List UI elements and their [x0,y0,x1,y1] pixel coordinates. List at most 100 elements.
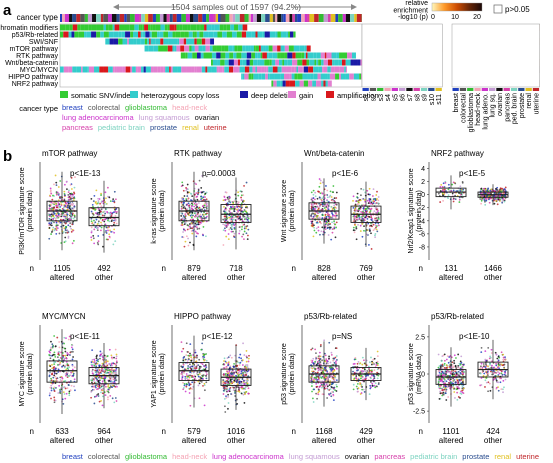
data-point [53,363,56,366]
data-point [67,353,70,356]
data-point [336,367,338,370]
y-tick-label: 0 [421,372,425,379]
data-point [370,207,373,210]
y-tick-label: -2 [419,205,425,212]
cancer-type-stripe-segment [139,14,142,22]
data-point [63,183,66,186]
alteration-cell [298,66,303,73]
alteration-cell [280,45,285,52]
data-point [205,353,207,355]
data-point [489,189,492,192]
data-point [329,380,332,383]
data-point [181,371,184,373]
data-point [232,218,235,221]
data-point [493,199,495,202]
data-point [191,365,193,368]
data-point [311,200,314,203]
data-point [374,382,377,385]
alteration-cell [144,45,149,52]
data-point [334,356,337,359]
data-point [357,378,360,381]
data-point [377,382,380,384]
data-point [110,376,113,379]
alteration-cell [185,52,188,59]
data-point [232,230,234,233]
alteration-cell [200,24,205,31]
alteration-cell [339,52,345,59]
alteration-cell [259,59,265,66]
data-point [331,386,333,389]
data-point [97,379,100,382]
data-point [226,383,229,386]
data-point [99,350,102,353]
data-point [63,241,66,244]
data-point [358,218,361,220]
data-point [58,350,60,353]
pathway-label: MYC/MYCN [20,67,58,74]
data-point [107,195,109,198]
data-point [370,224,373,227]
data-point [48,375,51,378]
alteration-cell [157,31,160,38]
cancer-type-stripe-segment [354,14,357,22]
alteration-legend-swatch [60,91,68,98]
data-point [202,213,205,216]
data-point [104,385,107,388]
alteration-cell [72,66,77,73]
alteration-cell [163,31,169,38]
data-point [110,220,113,223]
data-point [58,341,61,343]
data-point [334,223,336,226]
alteration-cell [180,31,185,38]
cancer-type-stripe-segment [342,14,346,22]
data-point [54,375,57,378]
alteration-cell [271,80,274,87]
data-point [203,365,206,368]
data-point [97,240,100,243]
data-point [71,214,74,216]
data-point [186,183,189,186]
data-point [205,198,208,201]
data-point [374,217,377,220]
data-point [327,219,330,222]
alteration-cell [242,24,248,31]
cancer-type-stripe-segment [292,14,295,22]
data-point [195,365,198,368]
data-point [373,357,376,360]
n-label: n [30,427,34,436]
y-tick-label: -2.5 [413,409,425,416]
alteration-cell [207,52,212,59]
data-point [91,370,94,373]
data-point [198,367,201,370]
cancer-type-legend-item: uterine [204,123,227,132]
data-point [228,200,230,203]
data-point [64,229,67,232]
data-point [328,384,331,387]
data-point [441,190,444,192]
data-point [90,197,93,200]
data-point [59,390,62,393]
data-point [496,203,499,206]
alteration-cell [179,38,184,45]
alteration-cell [87,66,89,73]
data-point [370,370,373,373]
data-point [72,193,75,196]
data-point [310,359,313,362]
data-point [325,185,327,187]
data-point [60,351,63,354]
data-point [354,224,357,226]
data-point [437,353,440,356]
alteration-cell [186,38,191,45]
data-point [319,366,322,369]
data-point [360,375,363,377]
alteration-cell [220,52,226,59]
data-point [53,386,56,389]
alteration-cell [236,31,242,38]
data-point [190,230,193,232]
data-point [94,201,97,204]
cancer-type-stripe-segment [304,14,308,22]
pathway-label: HIPPO pathway [8,74,58,81]
data-point [182,381,184,384]
data-point [324,204,327,207]
